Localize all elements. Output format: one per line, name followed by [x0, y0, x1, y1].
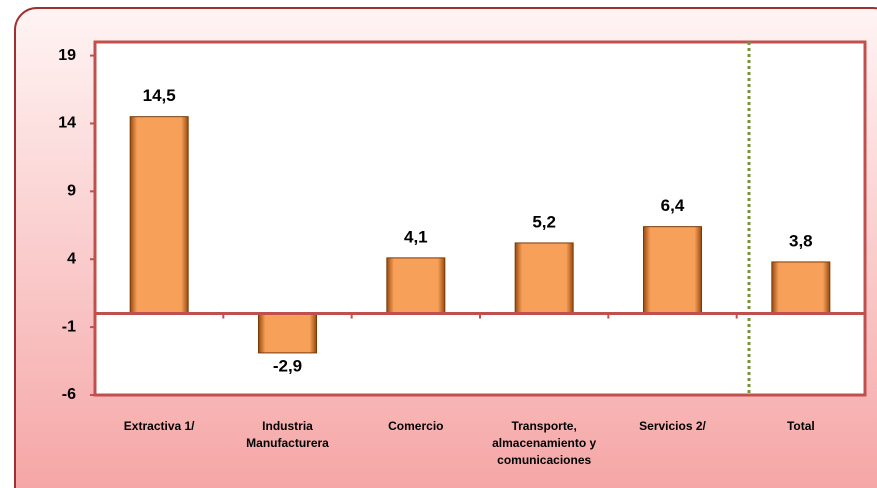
x-tick-label: Total [786, 419, 815, 433]
x-tick-label: Transporte, almacenamiento y comunicacio… [492, 419, 597, 467]
y-tick-label: 19 [58, 47, 76, 64]
data-label: -2,9 [273, 356, 302, 375]
bar [386, 257, 446, 315]
y-tick-label: 14 [58, 115, 76, 132]
x-tick-label: Industria Manufacturera [246, 419, 329, 450]
x-tick-label: Servicios 2/ [639, 419, 706, 433]
plot-area [93, 40, 867, 397]
data-label: 5,2 [532, 212, 556, 231]
x-tick-label: Comercio [388, 419, 444, 433]
data-label: 3,8 [789, 231, 813, 250]
bar [514, 242, 574, 315]
data-label: 6,4 [661, 196, 685, 215]
data-label: 14,5 [143, 86, 176, 105]
x-tick-label: Extractiva 1/ [123, 419, 195, 433]
y-tick-label: -1 [62, 318, 76, 335]
bar [643, 226, 702, 315]
y-tick-label: -6 [62, 386, 76, 403]
y-tick-label: 4 [67, 250, 76, 267]
y-tick-label: 9 [67, 183, 76, 200]
bar [129, 116, 189, 315]
bar [258, 313, 317, 354]
bar [771, 261, 831, 315]
data-label: 4,1 [404, 227, 428, 246]
